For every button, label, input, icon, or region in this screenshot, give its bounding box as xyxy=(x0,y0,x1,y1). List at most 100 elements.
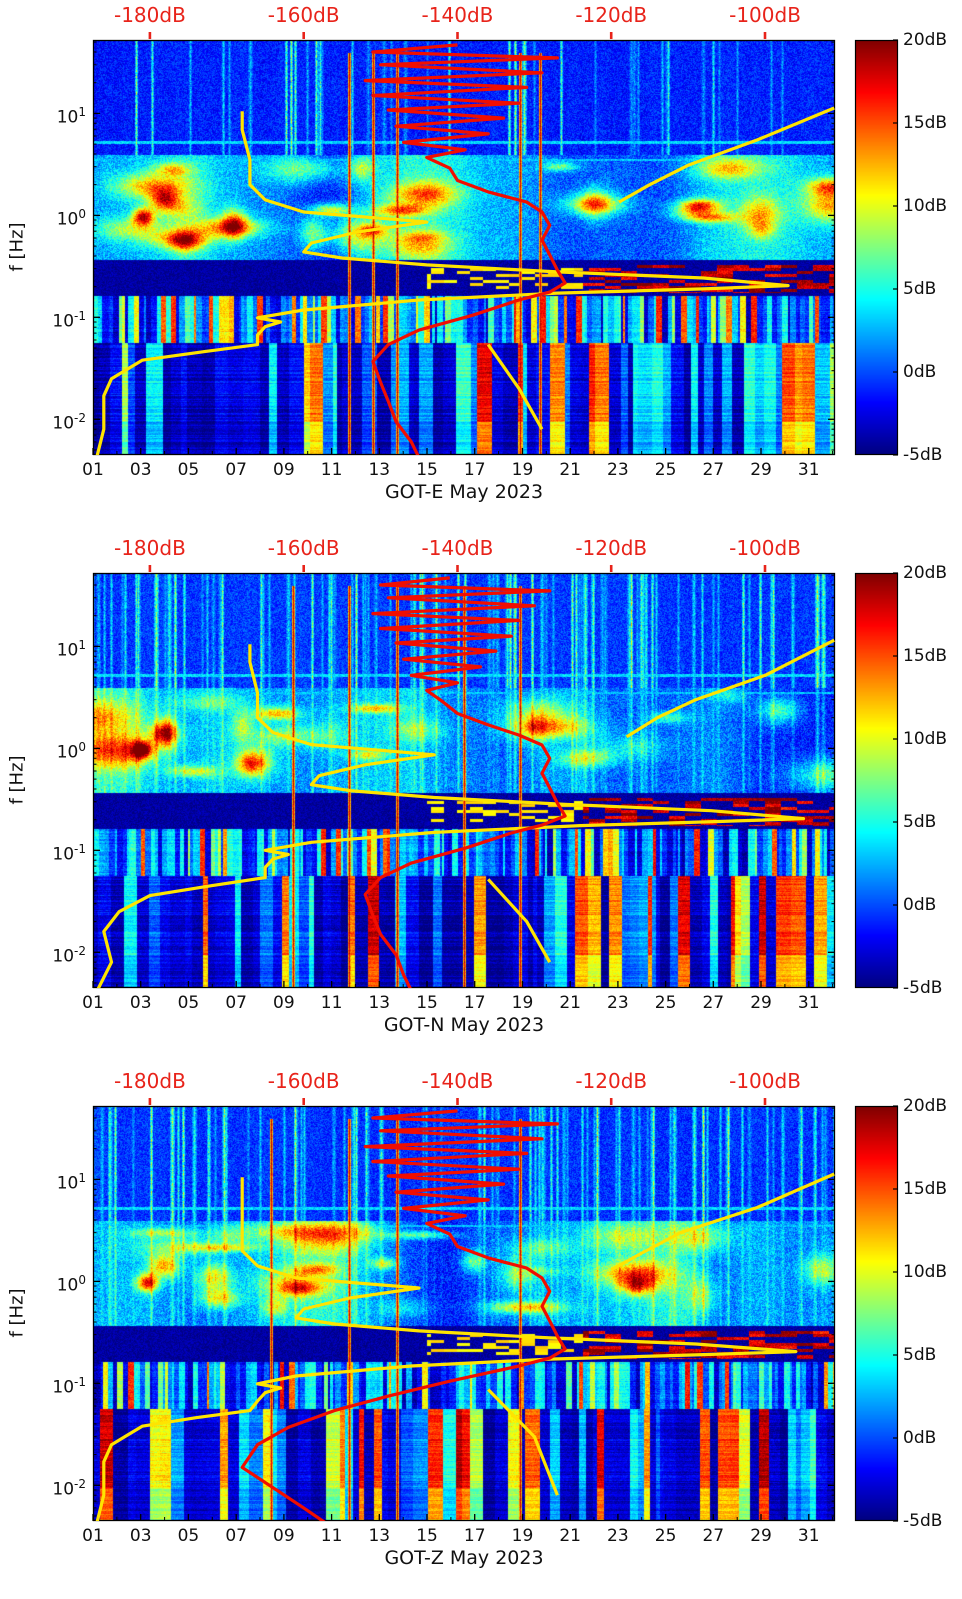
top-axis-db-label: -180dB xyxy=(113,1069,186,1093)
x-axis-tick-label: 01 xyxy=(82,460,104,480)
y-axis-tick-label: 10-2 xyxy=(52,411,86,434)
x-axis-tick-label: 07 xyxy=(225,460,247,480)
x-axis-tick-label: 05 xyxy=(177,1526,200,1546)
x-axis-tick-label: 13 xyxy=(368,993,391,1013)
y-axis-tick-label: 10-2 xyxy=(52,1477,86,1500)
x-axis-tick-label: 27 xyxy=(702,993,725,1013)
x-axis-tick-label: 23 xyxy=(607,993,629,1013)
top-axis-db-label: -180dB xyxy=(113,536,186,560)
x-axis-tick-label: 17 xyxy=(463,993,486,1013)
x-axis-tick-label: 11 xyxy=(320,993,343,1013)
colorbar-tick-label: -5dB xyxy=(903,445,943,465)
x-axis-tick-label: 23 xyxy=(607,1526,629,1546)
colorbar-tick-label: 15dB xyxy=(903,1179,948,1199)
panel-title: GOT-Z May 2023 xyxy=(384,1547,544,1569)
x-axis-tick-label: 21 xyxy=(559,993,581,1013)
x-axis-tick-label: 15 xyxy=(416,993,438,1013)
colorbar-tick-label: 20dB xyxy=(903,30,948,50)
colorbar-tick-label: 10dB xyxy=(903,196,948,216)
x-axis-tick-label: 23 xyxy=(607,460,629,480)
top-axis-db-label: -120dB xyxy=(575,3,648,27)
y-axis-tick-label: 100 xyxy=(56,1273,86,1297)
panel-title: GOT-N May 2023 xyxy=(383,1014,545,1036)
spectrogram-heatmap xyxy=(93,573,835,988)
top-axis-db-label: -120dB xyxy=(575,1069,648,1093)
top-axis-db-label: -100dB xyxy=(729,3,801,27)
x-axis-tick-label: 11 xyxy=(320,460,343,480)
x-axis-tick-label: 03 xyxy=(129,993,152,1013)
y-axis-tick-label: 101 xyxy=(56,1171,86,1195)
colorbar-tick-label: -5dB xyxy=(903,978,943,998)
spectrogram-heatmap xyxy=(93,1106,835,1521)
colorbar xyxy=(855,40,898,455)
x-axis-tick-label: 03 xyxy=(129,460,152,480)
x-axis-tick-label: 15 xyxy=(416,460,438,480)
x-axis-tick-label: 01 xyxy=(82,1526,104,1546)
x-axis-tick-label: 05 xyxy=(177,460,200,480)
colorbar-tick-label: 15dB xyxy=(903,113,948,133)
top-axis-db-label: -160dB xyxy=(267,1069,340,1093)
x-axis-tick-label: 27 xyxy=(702,460,725,480)
panel-got-n: f [Hz] GOT-N May 2023 -180dB -160dB -140dB… xyxy=(0,533,962,1066)
colorbar-tick-label: 0dB xyxy=(903,1428,937,1448)
y-axis-tick-label: 101 xyxy=(56,638,86,662)
x-axis-tick-label: 25 xyxy=(654,993,677,1013)
colorbar-tick-label: 5dB xyxy=(903,812,937,832)
x-axis-tick-label: 31 xyxy=(797,993,820,1013)
x-axis-tick-label: 29 xyxy=(750,460,772,480)
colorbar-tick-label: 10dB xyxy=(903,729,948,749)
x-axis-tick-label: 19 xyxy=(511,1526,534,1546)
x-axis-tick-label: 21 xyxy=(559,460,581,480)
top-axis-db-label: -140dB xyxy=(421,1069,494,1093)
top-axis-db-label: -140dB xyxy=(421,3,494,27)
x-axis-tick-label: 13 xyxy=(368,1526,391,1546)
x-axis-tick-label: 07 xyxy=(225,993,247,1013)
x-axis-tick-label: 09 xyxy=(273,993,295,1013)
spectrogram-heatmap xyxy=(93,40,835,455)
panel-title: GOT-E May 2023 xyxy=(384,481,544,503)
x-axis-tick-label: 29 xyxy=(750,993,772,1013)
y-axis-tick-label: 10-1 xyxy=(52,309,86,332)
y-axis-tick-label: 100 xyxy=(56,207,86,231)
colorbar-tick-label: 0dB xyxy=(903,895,937,915)
y-axis-label: f [Hz] xyxy=(6,755,28,805)
y-axis-tick-label: 100 xyxy=(56,740,86,764)
x-axis-tick-label: 17 xyxy=(463,460,486,480)
x-axis-tick-label: 07 xyxy=(225,1526,247,1546)
x-axis-tick-label: 21 xyxy=(559,1526,581,1546)
colorbar-tick-label: 5dB xyxy=(903,1345,937,1365)
y-axis-tick-label: 10-2 xyxy=(52,944,86,967)
x-axis-tick-label: 05 xyxy=(177,993,200,1013)
colorbar-tick-label: 10dB xyxy=(903,1262,948,1282)
x-axis-tick-label: 31 xyxy=(797,1526,820,1546)
colorbar-tick-label: -5dB xyxy=(903,1511,943,1531)
top-axis-db-label: -160dB xyxy=(267,3,340,27)
y-axis-tick-label: 10-1 xyxy=(52,842,86,865)
colorbar-tick-label: 0dB xyxy=(903,362,937,382)
y-axis-tick-label: 101 xyxy=(56,105,86,129)
x-axis-tick-label: 25 xyxy=(654,460,677,480)
x-axis-tick-label: 19 xyxy=(511,460,534,480)
x-axis-tick-label: 11 xyxy=(320,1526,343,1546)
colorbar xyxy=(855,1106,898,1521)
top-axis-db-label: -160dB xyxy=(267,536,340,560)
x-axis-tick-label: 31 xyxy=(797,460,820,480)
colorbar xyxy=(855,573,898,988)
x-axis-tick-label: 01 xyxy=(82,993,104,1013)
x-axis-tick-label: 29 xyxy=(750,1526,772,1546)
top-axis-db-label: -120dB xyxy=(575,536,648,560)
panel-got-z: f [Hz] GOT-Z May 2023 -180dB -160dB -140dB… xyxy=(0,1066,962,1599)
x-axis-tick-label: 09 xyxy=(273,460,295,480)
colorbar-tick-label: 5dB xyxy=(903,279,937,299)
colorbar-tick-label: 20dB xyxy=(903,1096,948,1116)
top-axis-db-label: -180dB xyxy=(113,3,186,27)
y-axis-label: f [Hz] xyxy=(6,1288,28,1338)
top-axis-db-label: -100dB xyxy=(729,1069,801,1093)
x-axis-tick-label: 25 xyxy=(654,1526,677,1546)
top-axis-db-label: -100dB xyxy=(729,536,801,560)
top-axis-db-label: -140dB xyxy=(421,536,494,560)
x-axis-tick-label: 27 xyxy=(702,1526,725,1546)
x-axis-tick-label: 15 xyxy=(416,1526,438,1546)
x-axis-tick-label: 13 xyxy=(368,460,391,480)
